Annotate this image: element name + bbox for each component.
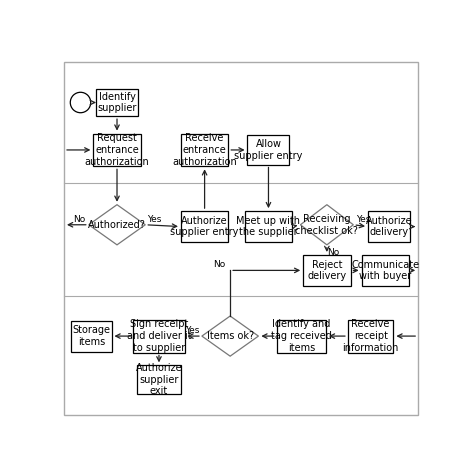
Circle shape: [70, 92, 91, 113]
Polygon shape: [202, 316, 258, 356]
FancyBboxPatch shape: [181, 211, 228, 242]
Text: Reject
delivery: Reject delivery: [307, 260, 346, 281]
Text: Meet up with
the supplier: Meet up with the supplier: [237, 216, 301, 237]
FancyBboxPatch shape: [277, 319, 326, 353]
Text: Storage
items: Storage items: [73, 325, 110, 347]
Text: Authorize
supplier
exit: Authorize supplier exit: [136, 363, 182, 396]
FancyBboxPatch shape: [133, 319, 184, 353]
Text: Items ok?: Items ok?: [207, 331, 254, 341]
Text: Authorize
delivery: Authorize delivery: [365, 216, 412, 237]
Text: No: No: [73, 215, 86, 224]
FancyBboxPatch shape: [181, 134, 228, 166]
Text: Authorized?: Authorized?: [88, 220, 146, 230]
Text: Yes: Yes: [147, 215, 162, 224]
Text: No: No: [213, 260, 225, 269]
Text: Yes: Yes: [185, 326, 200, 335]
Text: Receive
entrance
authorization: Receive entrance authorization: [172, 133, 237, 166]
Text: Identify and
tag received
items: Identify and tag received items: [271, 319, 332, 353]
Text: Sign receipt
and deliver it
to supplier: Sign receipt and deliver it to supplier: [127, 319, 191, 353]
FancyBboxPatch shape: [96, 89, 138, 116]
Text: Receive
receipt
information: Receive receipt information: [343, 319, 399, 353]
FancyBboxPatch shape: [93, 134, 141, 166]
Text: No: No: [328, 248, 339, 257]
Polygon shape: [301, 205, 353, 245]
FancyBboxPatch shape: [245, 211, 292, 242]
FancyBboxPatch shape: [348, 319, 393, 353]
FancyBboxPatch shape: [72, 320, 111, 352]
Polygon shape: [89, 205, 146, 245]
Text: Receiving
checklist ok?: Receiving checklist ok?: [295, 214, 358, 236]
Text: Allow
supplier entry: Allow supplier entry: [234, 139, 303, 161]
Text: Identify
supplier: Identify supplier: [97, 91, 137, 113]
FancyBboxPatch shape: [368, 211, 410, 242]
FancyBboxPatch shape: [362, 255, 409, 286]
Text: Yes: Yes: [356, 215, 370, 224]
FancyBboxPatch shape: [247, 136, 290, 164]
FancyBboxPatch shape: [137, 365, 181, 394]
Text: Authorize
supplier entry: Authorize supplier entry: [171, 216, 239, 237]
FancyBboxPatch shape: [303, 255, 351, 286]
Text: Request
entrance
authorization: Request entrance authorization: [85, 133, 149, 166]
Text: Communicate
with buyer: Communicate with buyer: [351, 260, 419, 281]
